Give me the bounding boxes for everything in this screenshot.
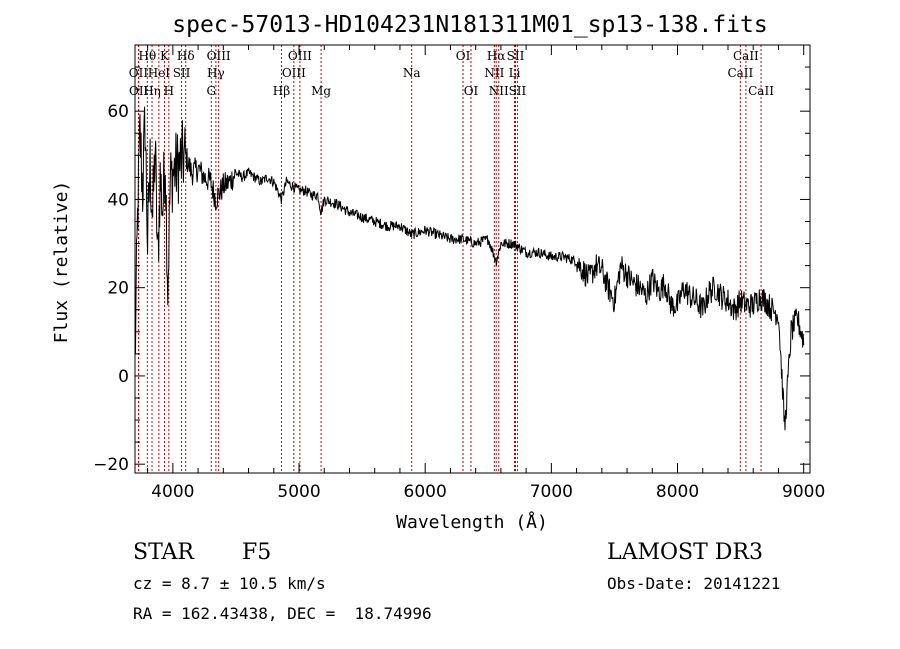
emission-line-labels: Hθ OII OII K HeI Hη SII H Hδ OIII Hγ G Hβ OIII OIII Mg N…: [129, 49, 774, 98]
x-tick-label: 6000: [404, 482, 447, 502]
emission-line-label: Hβ: [273, 84, 290, 98]
spectrum-line: [134, 106, 805, 431]
emission-line-label: Hθ: [139, 49, 157, 63]
emission-line-label: HeI: [148, 66, 171, 80]
emission-line-label: Hη: [143, 84, 161, 98]
emission-line-label: Na: [403, 66, 421, 80]
coordinates: RA = 162.43438, DEC = 18.74996: [133, 604, 432, 623]
spectrum-plot: spec-57013-HD104231N181311M01_sp13-138.f…: [51, 12, 825, 533]
emission-line-label: G: [207, 84, 217, 98]
emission-line-label: NII: [484, 66, 504, 80]
emission-line-label: Mg: [311, 84, 331, 98]
emission-line-markers: [137, 45, 762, 473]
y-axis-label: Flux (relative): [51, 181, 72, 344]
emission-line-label: K: [160, 49, 170, 63]
emission-line-label: NII: [489, 84, 509, 98]
emission-line-label: Hδ: [177, 49, 195, 63]
x-tick-label: 8000: [656, 482, 699, 502]
emission-line-label: OI: [456, 49, 471, 63]
emission-line-label: H: [164, 84, 174, 98]
y-tick-label: 60: [107, 102, 129, 122]
x-tick-label: 5000: [277, 482, 320, 502]
y-tick-label: 0: [118, 367, 129, 387]
x-tick-label: 7000: [530, 482, 573, 502]
emission-line-label: SII: [173, 66, 191, 80]
emission-line-label: Hγ: [207, 66, 225, 80]
object-class: STAR: [133, 540, 194, 565]
observation-date: Obs-Date: 20141221: [607, 574, 781, 593]
emission-line-label: SII: [509, 84, 527, 98]
emission-line-label: CaII: [733, 49, 759, 63]
emission-line-label: SII: [507, 49, 525, 63]
emission-line-label: CaII: [748, 84, 774, 98]
redshift-cz: cz = 8.7 ± 10.5 km/s: [133, 574, 326, 593]
emission-line-label: OIII: [288, 49, 312, 63]
x-tick-label: 9000: [782, 482, 825, 502]
x-axis-label: Wavelength (Å): [396, 511, 548, 533]
plot-frame: [134, 44, 811, 474]
emission-line-label: Li: [509, 66, 521, 80]
y-tick-label: −20: [93, 455, 129, 475]
y-tick-label: 20: [107, 279, 129, 299]
y-tick-label: 40: [107, 190, 129, 210]
x-tick-label: 4000: [151, 482, 194, 502]
emission-line-label: OII: [129, 84, 149, 98]
emission-line-label: OII: [129, 66, 149, 80]
axis-ticks: [135, 45, 810, 473]
emission-line-label: OIII: [282, 66, 306, 80]
survey-name: LAMOST DR3: [607, 540, 763, 565]
emission-line-label: CaII: [727, 66, 753, 80]
subclass: F5: [242, 540, 272, 565]
emission-line-label: Hα: [487, 49, 506, 63]
emission-line-label: OI: [464, 84, 479, 98]
axis-tick-labels: 4000 5000 6000 7000 8000 9000 −20 0 20 40 60: [93, 102, 825, 502]
emission-line-label: OIII: [207, 49, 231, 63]
chart-title: spec-57013-HD104231N181311M01_sp13-138.f…: [172, 12, 767, 38]
